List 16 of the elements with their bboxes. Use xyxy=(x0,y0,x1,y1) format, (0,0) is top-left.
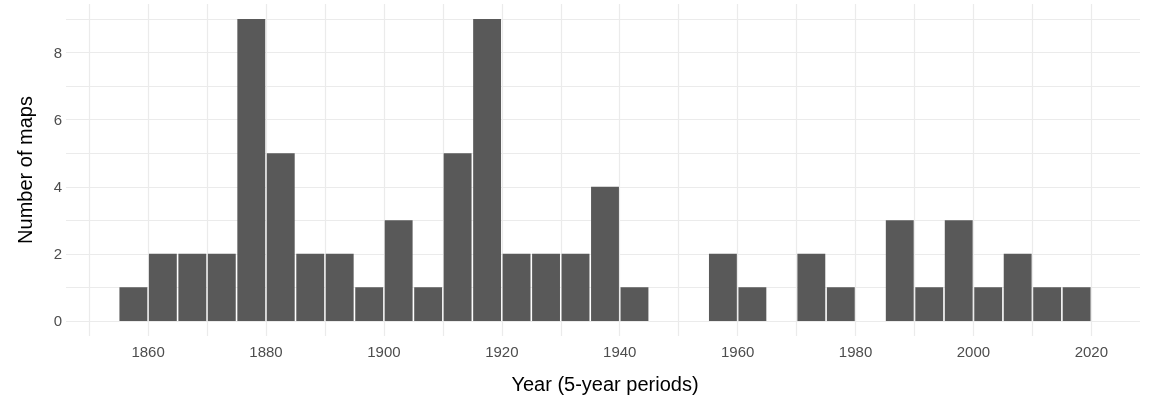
y-tick-label: 4 xyxy=(53,178,62,196)
x-axis-title: Year (5-year periods) xyxy=(511,373,699,395)
y-tick-label: 2 xyxy=(53,245,62,263)
y-tick-label: 8 xyxy=(53,44,62,62)
x-tick-label: 2020 xyxy=(1074,343,1109,360)
y-tick-label: 6 xyxy=(53,111,62,129)
x-tick-label: 1920 xyxy=(485,343,519,360)
y-tick-label: 0 xyxy=(53,312,62,330)
x-tick-label: 1940 xyxy=(603,343,637,360)
x-tick-label: 1880 xyxy=(249,343,283,360)
x-tick-label: 1860 xyxy=(131,343,165,360)
x-tick-label: 1980 xyxy=(838,343,873,360)
x-tick-label: 2000 xyxy=(956,343,991,360)
x-tick-label: 1960 xyxy=(720,343,755,360)
x-tick-label: 1900 xyxy=(367,343,401,360)
y-axis-title: Number of maps xyxy=(14,96,36,244)
